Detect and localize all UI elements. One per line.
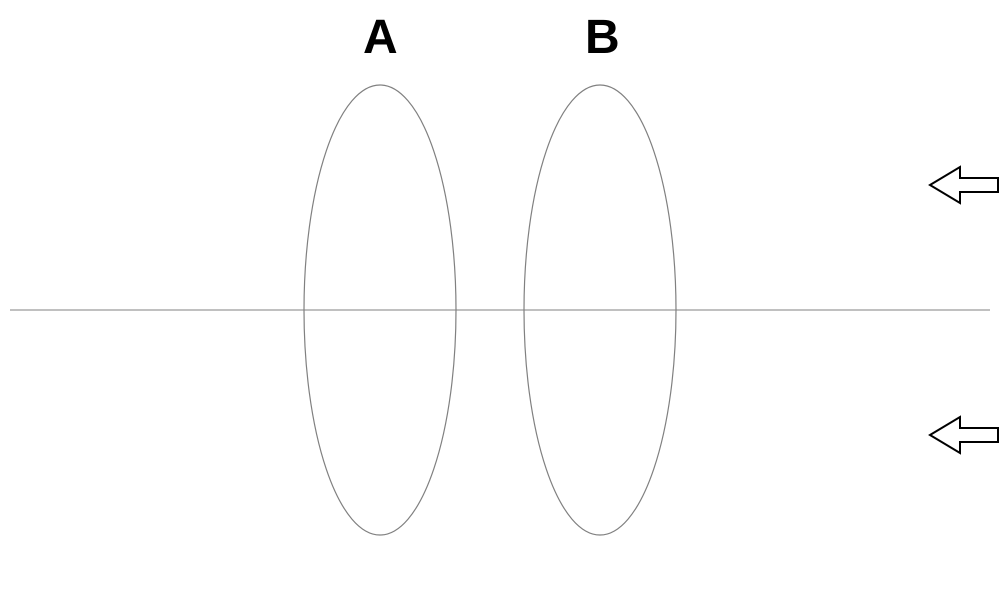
diagram-svg xyxy=(0,0,1000,599)
arrow-top xyxy=(930,167,998,203)
arrow-bottom xyxy=(930,417,998,453)
